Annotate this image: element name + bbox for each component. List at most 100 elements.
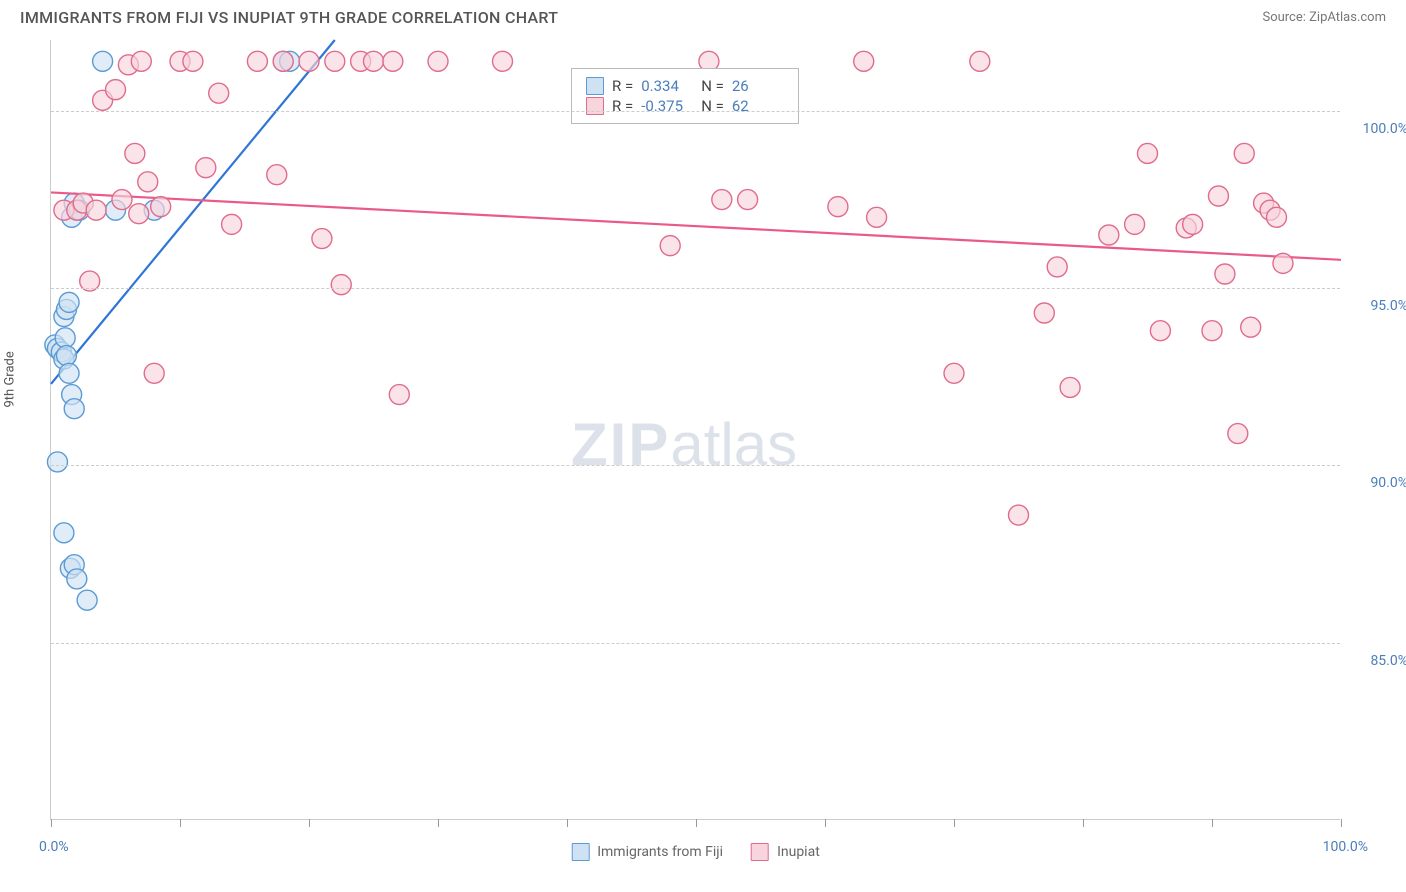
chart-header: IMMIGRANTS FROM FIJI VS INUPIAT 9TH GRAD…: [0, 0, 1406, 33]
stats-n-label: N =: [701, 97, 724, 115]
x-tick: [180, 819, 181, 827]
data-point: [660, 236, 680, 256]
y-tick-label: 100.0%: [1363, 121, 1406, 137]
gridline: [51, 111, 1340, 112]
data-point: [867, 207, 887, 227]
gridline: [51, 465, 1340, 466]
data-point: [493, 51, 513, 71]
data-point: [273, 51, 293, 71]
data-point: [86, 200, 106, 220]
data-point: [59, 292, 79, 312]
data-point: [970, 51, 990, 71]
data-point: [325, 51, 345, 71]
data-point: [1273, 253, 1293, 273]
data-point: [383, 51, 403, 71]
data-point: [1150, 321, 1170, 341]
legend-swatch: [571, 843, 589, 861]
data-point: [151, 197, 171, 217]
data-point: [1241, 317, 1261, 337]
data-point: [56, 346, 76, 366]
data-point: [54, 523, 74, 543]
data-point: [1009, 505, 1029, 525]
data-point: [64, 399, 84, 419]
data-point: [712, 190, 732, 210]
data-point: [247, 51, 267, 71]
legend-label: Immigrants from Fiji: [597, 844, 723, 860]
data-point: [144, 363, 164, 383]
x-tick: [1341, 819, 1342, 827]
correlation-stats-box: R = 0.334 N = 26 R = -0.375 N = 62: [571, 68, 799, 124]
data-point: [1099, 225, 1119, 245]
data-point: [183, 51, 203, 71]
stats-n-label: N =: [701, 77, 724, 95]
stats-n-value: 26: [732, 77, 784, 95]
x-tick: [954, 819, 955, 827]
legend-label: Inupiat: [777, 844, 820, 860]
data-point: [1034, 303, 1054, 323]
data-point: [112, 190, 132, 210]
data-point: [1060, 377, 1080, 397]
y-tick-label: 90.0%: [1370, 475, 1406, 491]
data-point: [125, 143, 145, 163]
stats-r-value: -0.375: [641, 97, 693, 115]
chart-source: Source: ZipAtlas.com: [1262, 10, 1386, 25]
data-point: [267, 165, 287, 185]
y-tick-label: 95.0%: [1370, 298, 1406, 314]
data-point: [131, 51, 151, 71]
data-point: [331, 275, 351, 295]
data-point: [1228, 424, 1248, 444]
gridline: [51, 288, 1340, 289]
y-axis-label: 9th Grade: [3, 351, 18, 407]
data-point: [1125, 214, 1145, 234]
data-point: [1183, 214, 1203, 234]
x-tick: [825, 819, 826, 827]
stats-r-label: R =: [612, 97, 633, 115]
data-point: [59, 363, 79, 383]
data-point: [428, 51, 448, 71]
stats-swatch: [586, 97, 604, 115]
stats-row: R = -0.375 N = 62: [586, 97, 784, 115]
x-tick-label: 0.0%: [39, 839, 69, 855]
legend-item: Immigrants from Fiji: [571, 843, 723, 861]
trend-line: [51, 192, 1341, 259]
scatter-svg: [51, 40, 1341, 820]
data-point: [1267, 207, 1287, 227]
data-point: [106, 80, 126, 100]
stats-n-value: 62: [732, 97, 784, 115]
y-tick-label: 85.0%: [1370, 653, 1406, 669]
legend-bottom: Immigrants from Fiji Inupiat: [571, 843, 820, 861]
chart-title: IMMIGRANTS FROM FIJI VS INUPIAT 9TH GRAD…: [20, 8, 558, 27]
data-point: [299, 51, 319, 71]
data-point: [1138, 143, 1158, 163]
x-tick: [696, 819, 697, 827]
data-point: [738, 190, 758, 210]
gridline: [51, 643, 1340, 644]
data-point: [1208, 186, 1228, 206]
data-point: [944, 363, 964, 383]
data-point: [1202, 321, 1222, 341]
data-point: [209, 83, 229, 103]
x-tick: [567, 819, 568, 827]
data-point: [196, 158, 216, 178]
data-point: [93, 51, 113, 71]
stats-r-value: 0.334: [641, 77, 693, 95]
data-point: [364, 51, 384, 71]
data-point: [1234, 143, 1254, 163]
data-point: [67, 569, 87, 589]
x-tick: [1212, 819, 1213, 827]
data-point: [55, 328, 75, 348]
data-point: [854, 51, 874, 71]
x-tick: [309, 819, 310, 827]
x-tick: [1083, 819, 1084, 827]
data-point: [47, 452, 67, 472]
data-point: [138, 172, 158, 192]
x-tick-label: 100.0%: [1323, 839, 1368, 855]
chart-plot-area: ZIPatlas R =0.334N =26R =-0.375N =62 Imm…: [50, 40, 1340, 820]
data-point: [389, 385, 409, 405]
legend-item: Inupiat: [751, 843, 820, 861]
data-point: [828, 197, 848, 217]
data-point: [77, 590, 97, 610]
stats-swatch: [586, 77, 604, 95]
data-point: [312, 229, 332, 249]
data-point: [129, 204, 149, 224]
